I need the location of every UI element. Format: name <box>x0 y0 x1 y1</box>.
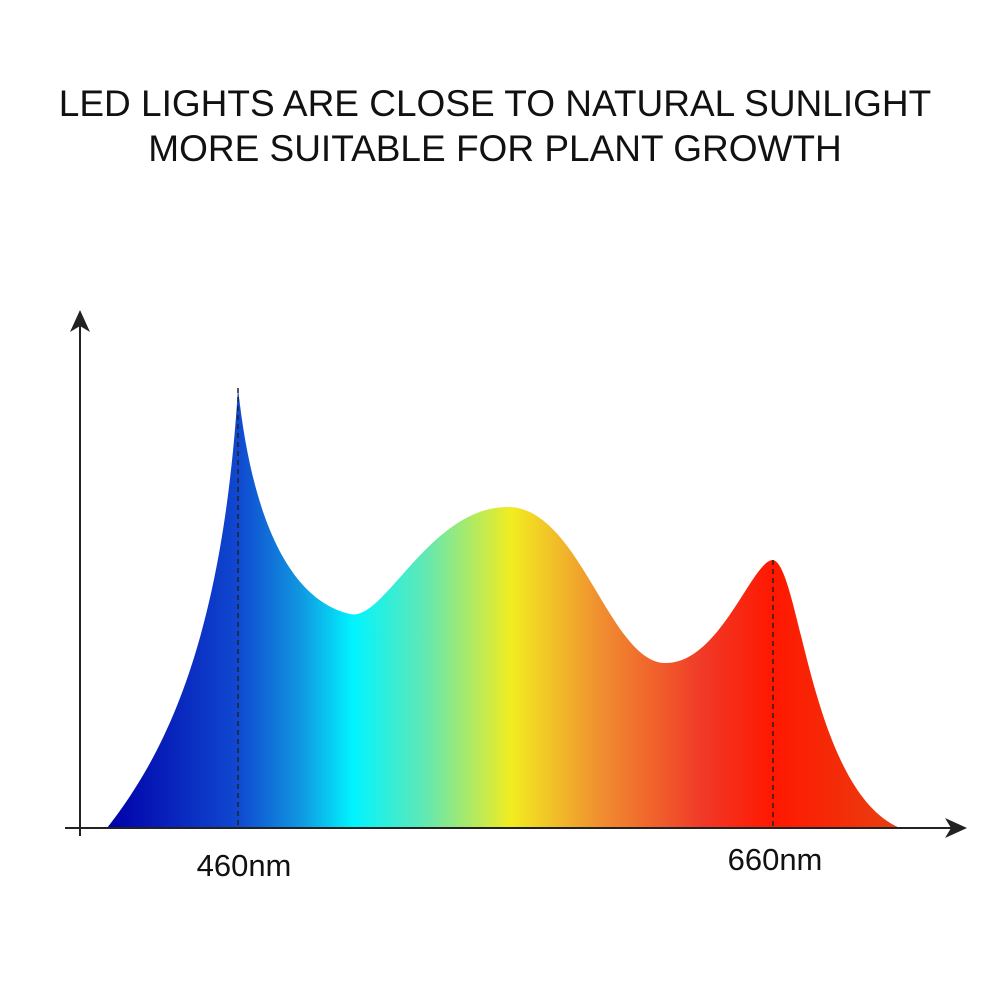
spectrum <box>107 388 900 828</box>
x-arrow <box>945 818 967 838</box>
title-line: LED LIGHTS ARE CLOSE TO NATURAL SUNLIGHT <box>59 83 931 124</box>
y-arrow <box>70 310 90 332</box>
wavelength-label: 660nm <box>728 842 823 877</box>
title-line: MORE SUITABLE FOR PLANT GROWTH <box>148 128 841 169</box>
wavelength-label: 460nm <box>197 848 292 883</box>
